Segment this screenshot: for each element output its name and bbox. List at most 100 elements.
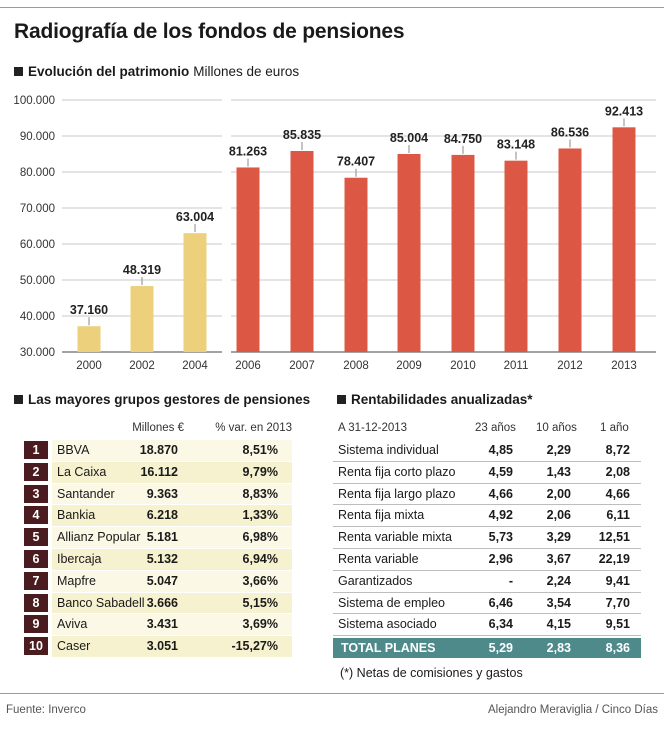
plan-name: Garantizados bbox=[338, 573, 413, 588]
x-tick-label: 2012 bbox=[557, 360, 583, 372]
gestor-name: Ibercaja bbox=[57, 551, 102, 566]
row-background bbox=[52, 636, 292, 657]
row-background bbox=[52, 483, 292, 505]
rank-badge: 2 bbox=[24, 462, 48, 481]
row-background bbox=[52, 527, 292, 548]
bar-value-label: 83.148 bbox=[497, 138, 535, 152]
y-tick-label: 60.000 bbox=[20, 239, 55, 251]
total-23: 5,29 bbox=[488, 641, 513, 656]
x-tick-label: 2004 bbox=[182, 360, 208, 372]
rent-10: 4,15 bbox=[546, 617, 571, 632]
square-bullet-icon bbox=[14, 67, 23, 76]
row-background bbox=[52, 548, 292, 570]
plan-name: Sistema de empleo bbox=[338, 595, 446, 610]
bar bbox=[77, 326, 101, 352]
rentabilidades-header-row: A 31-12-2013 23 años 10 años 1 año bbox=[333, 418, 641, 440]
rank-badge: 7 bbox=[24, 571, 48, 590]
gestor-row: 4 Bankia 6.218 1,33% bbox=[24, 505, 292, 527]
bar-value-label: 85.004 bbox=[390, 131, 428, 145]
gestor-name: Bankia bbox=[57, 508, 96, 523]
bar bbox=[397, 153, 421, 352]
total-10: 2,83 bbox=[546, 641, 571, 656]
row-background bbox=[52, 461, 292, 483]
gestor-var: 9,79% bbox=[242, 464, 278, 479]
gestor-row: 2 La Caixa 16.112 9,79% bbox=[24, 461, 292, 484]
gestor-millones: 3.051 bbox=[146, 639, 178, 654]
gestores-table: Millones € % var. en 2013 1 BBVA 18.870 8,5… bbox=[24, 418, 292, 658]
rent-10: 1,43 bbox=[546, 464, 571, 479]
rent-1: 12,51 bbox=[598, 530, 630, 545]
gestor-millones: 5.181 bbox=[146, 530, 178, 545]
gestor-var: 3,69% bbox=[242, 617, 278, 632]
top-rule bbox=[0, 7, 664, 8]
rent-23: 6,34 bbox=[488, 617, 513, 632]
row-background bbox=[52, 592, 292, 614]
plan-name: Renta fija mixta bbox=[338, 508, 425, 523]
rent-10: 3,29 bbox=[546, 530, 571, 545]
patrimonio-chart: 30.000 40.000 50.000 60.000 70.000 80.000 90.0… bbox=[13, 95, 656, 372]
gestor-var: 6,98% bbox=[242, 530, 278, 545]
gestor-row: 10 Caser 3.051 -15,27% bbox=[24, 636, 292, 658]
rentabilidades-table: A 31-12-2013 23 años 10 años 1 año Siste… bbox=[333, 418, 641, 659]
gestor-name: Banco Sabadell bbox=[57, 595, 145, 610]
rent-23: - bbox=[508, 573, 513, 588]
bar-value-label: 92.413 bbox=[605, 104, 643, 118]
plan-name: Renta fija largo plazo bbox=[338, 486, 456, 501]
plan-name: Sistema individual bbox=[338, 443, 439, 457]
rentabilidad-row: Renta variable mixta 5,73 3,29 12,51 bbox=[333, 527, 641, 549]
gestor-var: 8,51% bbox=[242, 443, 278, 457]
gestor-name: Caser bbox=[57, 639, 91, 654]
rentabilidad-row: Renta fija largo plazo 4,66 2,00 4,66 bbox=[333, 484, 641, 506]
gestor-var: 6,94% bbox=[242, 551, 278, 566]
gestor-name: Allianz Popular bbox=[57, 530, 141, 545]
gestor-row: 1 BBVA 18.870 8,51% bbox=[24, 440, 292, 462]
rent-10: 2,29 bbox=[546, 443, 571, 457]
row-background bbox=[52, 570, 292, 592]
x-tick-label: 2008 bbox=[343, 360, 369, 372]
bar-value-label: 85.835 bbox=[283, 128, 321, 142]
footnote: (*) Netas de comisiones y gastos bbox=[340, 666, 523, 680]
gestor-var: -15,27% bbox=[231, 639, 278, 654]
rent-10: 3,67 bbox=[546, 551, 571, 566]
rank-badge: 8 bbox=[24, 593, 48, 612]
x-tick-label: 2013 bbox=[611, 360, 637, 372]
chart-section-heading: Evolución del patrimonio Millones de euro… bbox=[14, 64, 299, 79]
rent-1: 8,72 bbox=[605, 443, 630, 457]
bar-value-label: 63.004 bbox=[176, 210, 214, 224]
rent-10: 2,24 bbox=[546, 573, 571, 588]
gestor-row: 3 Santander 9.363 8,83% bbox=[24, 483, 292, 506]
gestor-row: 5 Allianz Popular 5.181 6,98% bbox=[24, 527, 292, 549]
row-background bbox=[52, 505, 292, 527]
x-tick-label: 2011 bbox=[504, 360, 529, 372]
gestores-heading: Las mayores grupos gestores de pensiones bbox=[14, 392, 310, 407]
col-10-header: 10 años bbox=[536, 422, 577, 434]
x-tick-label: 2009 bbox=[396, 360, 422, 372]
gestor-millones: 9.363 bbox=[146, 486, 178, 501]
date-label: A 31-12-2013 bbox=[338, 422, 408, 434]
rentabilidad-row: Renta fija corto plazo 4,59 1,43 2,08 bbox=[333, 462, 641, 484]
total-1: 8,36 bbox=[605, 641, 630, 656]
col-var-header: % var. en 2013 bbox=[215, 422, 292, 434]
rent-23: 2,96 bbox=[488, 551, 513, 566]
source-credit: Fuente: Inverco bbox=[6, 704, 86, 716]
rent-23: 4,92 bbox=[488, 508, 513, 523]
author-credit: Alejandro Meraviglia / Cinco Días bbox=[487, 704, 658, 716]
row-background bbox=[52, 614, 292, 636]
square-bullet-icon bbox=[14, 395, 23, 404]
square-bullet-icon bbox=[337, 395, 346, 404]
x-tick-label: 2000 bbox=[76, 360, 102, 372]
plan-name: Sistema asociado bbox=[338, 617, 437, 632]
y-tick-label: 90.000 bbox=[20, 131, 55, 143]
gestores-header-row: Millones € % var. en 2013 bbox=[24, 418, 292, 440]
rank-badge: 6 bbox=[24, 549, 48, 568]
gestor-row: 8 Banco Sabadell 3.666 5,15% bbox=[24, 592, 292, 615]
total-label: TOTAL PLANES bbox=[341, 641, 436, 656]
rentabilidades-heading: Rentabilidades anualizadas* bbox=[337, 392, 533, 407]
col-millones-header: Millones € bbox=[132, 422, 184, 434]
rank-badge: 10 bbox=[24, 637, 48, 656]
x-tick-label: 2007 bbox=[289, 360, 315, 372]
plan-name: Renta fija corto plazo bbox=[338, 464, 456, 479]
bar bbox=[344, 177, 368, 352]
x-tick-label: 2006 bbox=[235, 360, 261, 372]
x-tick-label: 2002 bbox=[129, 360, 155, 372]
